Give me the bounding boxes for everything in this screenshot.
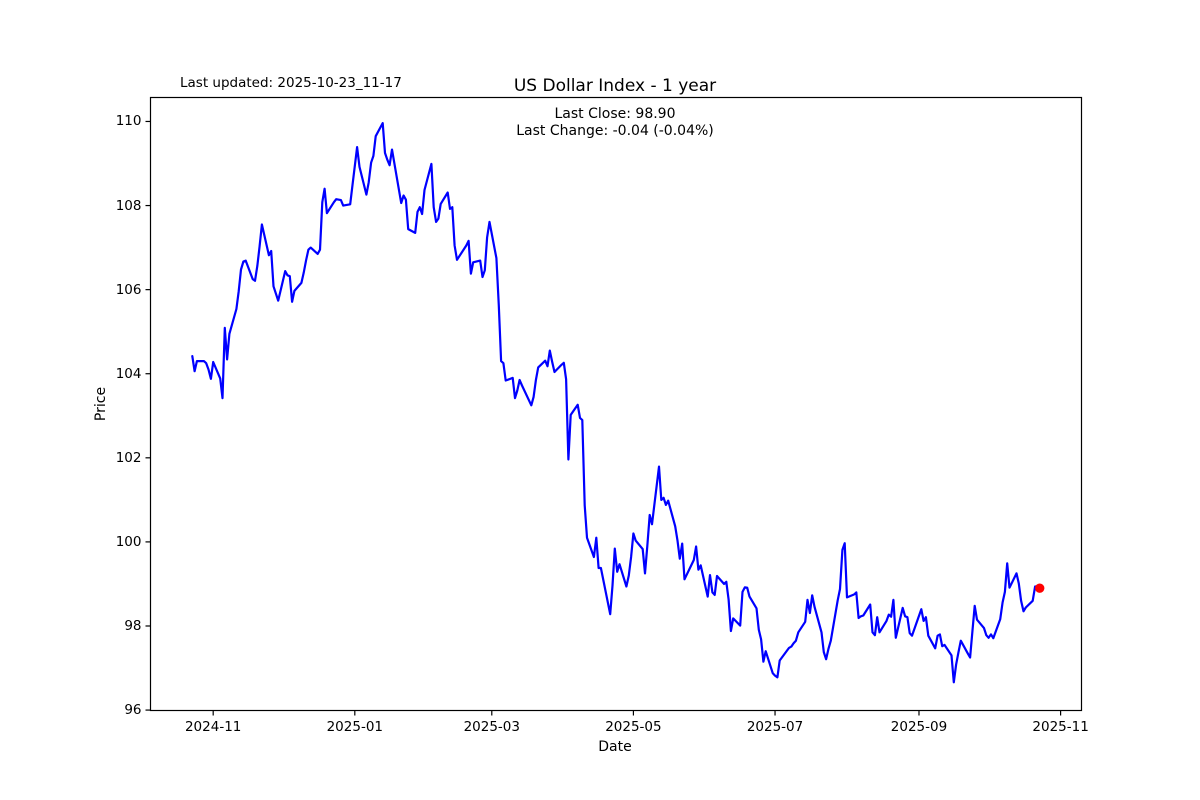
y-tick-label: 96	[124, 702, 142, 719]
x-tick-label: 2025-05	[605, 718, 662, 735]
y-axis-label: Price	[93, 386, 109, 422]
x-tick-label: 2025-09	[890, 718, 948, 735]
y-tick-label: 110	[115, 113, 142, 130]
x-tick-label: 2025-03	[463, 718, 520, 735]
y-tick-label: 108	[115, 197, 142, 214]
y-tick-label: 102	[115, 449, 142, 466]
last-change-annotation: Last Change: -0.04 (-0.04%)	[516, 123, 714, 139]
x-tick-label: 2024-11	[184, 718, 242, 735]
last-close-marker	[1035, 583, 1045, 593]
x-tick-label: 2025-07	[746, 718, 804, 735]
chart-title: US Dollar Index - 1 year	[513, 76, 717, 96]
price-line	[191, 121, 1041, 684]
x-tick-label: 2025-01	[326, 718, 383, 735]
y-tick-label: 104	[115, 365, 142, 382]
x-axis-label: Date	[598, 739, 632, 755]
last-close-annotation: Last Close: 98.90	[554, 106, 676, 122]
last-updated-text: Last updated: 2025-10-23_11-17	[180, 75, 402, 91]
x-tick-label: 2025-11	[1032, 718, 1089, 735]
y-tick-label: 98	[124, 617, 142, 634]
y-tick-label: 100	[115, 533, 142, 550]
y-tick-label: 106	[115, 281, 142, 298]
